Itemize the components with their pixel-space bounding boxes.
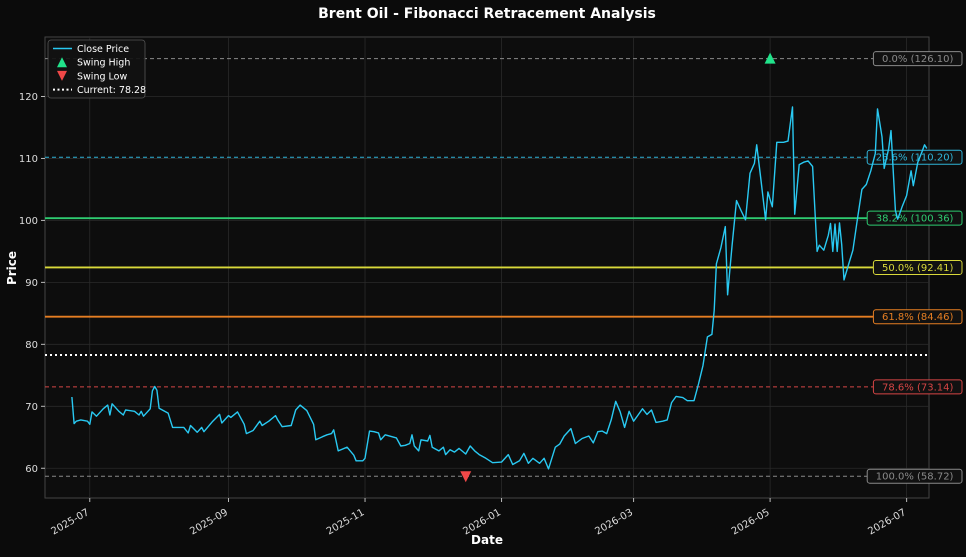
legend-entry: Swing Low bbox=[57, 70, 127, 82]
legend-label: Swing Low bbox=[77, 71, 127, 82]
fib-level-label-box bbox=[872, 51, 963, 67]
fib-level-label-box bbox=[872, 379, 963, 395]
legend-label: Close Price bbox=[77, 44, 129, 55]
grid bbox=[45, 37, 929, 498]
legend-label: Swing High bbox=[77, 58, 130, 69]
y-tick-label: 120 bbox=[19, 92, 38, 103]
fib-level-label: 50.0% (92.41) bbox=[882, 263, 953, 274]
y-axis-label: Price bbox=[5, 251, 19, 285]
legend-swatch-swing-low bbox=[57, 70, 67, 81]
y-tick-label: 80 bbox=[25, 340, 38, 351]
fib-level-label: 23.6% (110.20) bbox=[876, 153, 954, 164]
y-tick-label: 60 bbox=[25, 464, 38, 475]
chart-title: Brent Oil - Fibonacci Retracement Analys… bbox=[318, 6, 656, 22]
fib-level-label-box bbox=[872, 259, 963, 275]
y-tick-label: 90 bbox=[25, 278, 38, 289]
y-tick-label: 70 bbox=[25, 402, 38, 413]
legend-box bbox=[47, 39, 146, 99]
fib-level-label: 0.0% (126.10) bbox=[882, 54, 953, 65]
legend-swatch-swing-high bbox=[57, 57, 67, 68]
fib-level-label-box bbox=[866, 149, 963, 165]
fib-level-label-box bbox=[866, 210, 963, 226]
swing-low-marker bbox=[460, 471, 472, 483]
swing-markers bbox=[460, 52, 776, 483]
legend-entry: Current: 78.28 bbox=[53, 85, 146, 96]
fib-level-label: 38.2% (100.36) bbox=[876, 214, 954, 225]
fib-level-label-box bbox=[872, 309, 963, 325]
fib-level-label: 100.0% (58.72) bbox=[876, 472, 954, 483]
x-axis-label: Date bbox=[471, 533, 503, 547]
fib-level-label: 78.6% (73.14) bbox=[882, 382, 953, 393]
series-layer bbox=[71, 106, 928, 470]
legend-entry: Swing High bbox=[57, 57, 130, 69]
swing-high-marker bbox=[764, 52, 776, 64]
fib-level-label: 61.8% (84.46) bbox=[882, 312, 953, 323]
y-tick-label: 100 bbox=[19, 216, 38, 227]
legend-label: Current: 78.28 bbox=[77, 85, 146, 96]
legend: Close Price Swing High Swing Low Current: 7… bbox=[47, 39, 146, 99]
close-price-line bbox=[71, 106, 928, 470]
legend-entry: Close Price bbox=[53, 44, 129, 55]
y-tick-label: 110 bbox=[19, 154, 38, 165]
fib-level-label-box bbox=[866, 468, 963, 484]
fibonacci-levels: 0.0% (126.10) 23.6% (110.20) 38.2% (100.36… bbox=[45, 51, 963, 484]
